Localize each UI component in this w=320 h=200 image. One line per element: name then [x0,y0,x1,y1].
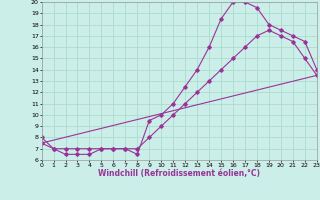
X-axis label: Windchill (Refroidissement éolien,°C): Windchill (Refroidissement éolien,°C) [98,169,260,178]
